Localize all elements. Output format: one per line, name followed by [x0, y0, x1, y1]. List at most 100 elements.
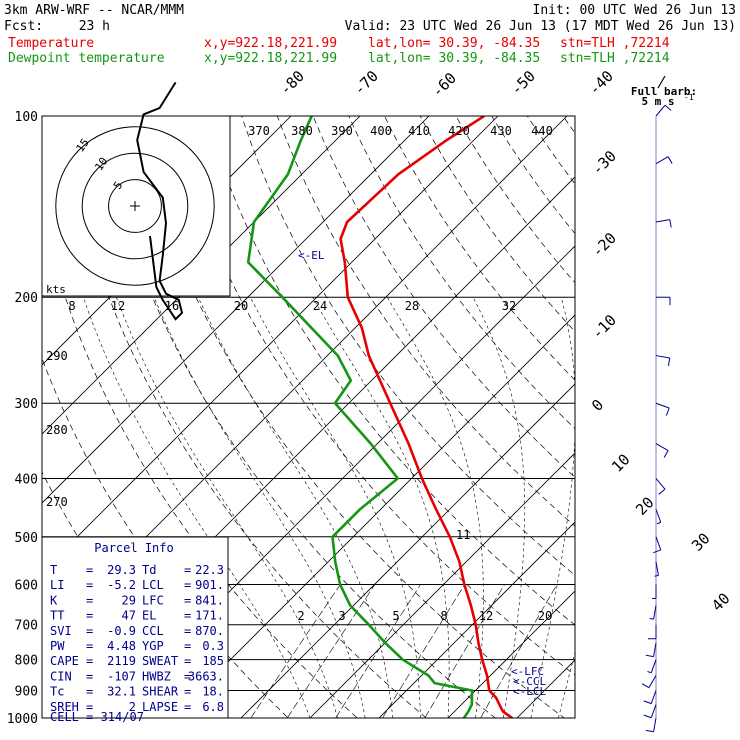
parcel-eq: =	[86, 563, 93, 577]
isotherm	[378, 521, 575, 718]
plot-border	[41, 115, 576, 719]
temperature-tick-label: -10	[588, 311, 620, 343]
wind-barb-flag	[647, 670, 652, 674]
mixing-ratio-label: 12	[111, 299, 125, 313]
parcel-label: SVI	[50, 624, 72, 638]
isotherm	[240, 383, 575, 718]
wind-barb-flag	[667, 156, 673, 164]
wind-barb-flag	[641, 683, 650, 689]
temperature-tick-label: -70	[350, 67, 382, 99]
wind-barb	[655, 561, 659, 576]
wind-barb	[655, 219, 670, 223]
temperature-tick-label: -40	[585, 67, 617, 99]
wind-barb-flag	[667, 357, 671, 366]
dewpoint-station: stn=TLH ,72214	[560, 51, 670, 66]
dry-adiabat	[384, 116, 575, 381]
parcel-label: LI	[50, 578, 64, 592]
wind-barb	[655, 156, 669, 165]
temperature-tick-label: 30	[688, 529, 714, 555]
parcel-label: SHEAR	[142, 685, 179, 699]
mixing-ratio-label: 28	[405, 299, 419, 313]
parcel-value: 870.	[195, 624, 224, 638]
dewpoint-legend-label: Dewpoint temperature	[8, 51, 165, 66]
parcel-label: CAPE	[50, 654, 79, 668]
parcel-label: CIN	[50, 669, 72, 683]
isotherm	[642, 88, 740, 730]
isotherm	[42, 116, 499, 573]
mixing-ratio-line	[250, 584, 341, 718]
temperature-station: stn=TLH ,72214	[560, 36, 670, 51]
parcel-value: 2	[129, 700, 136, 714]
forecast-hour: 23 h	[79, 19, 110, 34]
hodograph-ring	[81, 152, 189, 260]
mixing-ratio-label-lower: 2	[297, 609, 304, 623]
el-marker: <-EL	[298, 249, 325, 262]
lfc-marker: <-LFC	[511, 665, 544, 678]
dewpoint-latlon: lat,lon= 30.39, -84.35	[368, 51, 540, 66]
parcel-label: LFC	[142, 593, 164, 607]
lcl-marker: <-LCL	[513, 685, 546, 698]
wind-barb-flag	[656, 521, 661, 525]
wind-barbs	[641, 104, 673, 733]
wind-barb	[650, 704, 657, 718]
dry-adiabat	[599, 116, 740, 731]
parcel-cell: CELL = 314/07	[50, 710, 144, 724]
parcel-eq: =	[86, 639, 93, 653]
isotherm	[171, 314, 575, 718]
parcel-label: T	[50, 563, 57, 577]
valid-time: Valid: 23 UTC Wed 26 Jun 13 (17 MDT Wed …	[345, 19, 736, 34]
pressure-label: 400	[15, 472, 38, 487]
theta-label: 390	[331, 124, 353, 138]
dry-adiabat	[169, 116, 575, 676]
wind-barb-flag	[653, 549, 661, 554]
plot-area	[41, 88, 740, 731]
parcel-eq: =	[86, 654, 93, 668]
wind-barb-flag	[643, 714, 652, 719]
parcel-eq: =	[184, 609, 191, 623]
dewpoint-profile	[246, 116, 474, 718]
wind-barb-flag	[649, 617, 654, 620]
dry-adiabat	[670, 116, 740, 731]
parcel-eq: =	[86, 700, 93, 714]
dry-adiabat	[62, 116, 427, 718]
barb-legend-unit: -1	[684, 93, 694, 102]
dewpoint-xy: x,y=922.18,221.99	[204, 51, 337, 66]
mixing-ratio-label-lower: 3	[338, 609, 345, 623]
wind-barb	[653, 642, 657, 657]
mixing-ratio-label-lower: 20	[538, 609, 552, 623]
dry-adiabat	[455, 116, 575, 284]
parcel-info-title: Parcel Info	[94, 541, 173, 555]
mixing-ratio-label: 8	[68, 299, 75, 313]
parcel-label: HWBZ	[142, 669, 171, 683]
mixing-ratio-label: 20	[234, 299, 248, 313]
model-title: 3km ARW-WRF -- NCAR/MMM	[4, 3, 184, 18]
parcel-label: EL	[142, 609, 156, 623]
barb-legend-value: 5 m s	[641, 95, 674, 108]
hodograph-ring-label: 15	[74, 136, 92, 154]
dry-adiabat	[312, 116, 575, 478]
parcel-label: SREH	[50, 700, 79, 714]
parcel-eq: =	[184, 654, 191, 668]
wind-barb-flag	[654, 574, 659, 577]
dry-adiabat	[419, 116, 575, 333]
temperature-tick-label: -30	[588, 147, 620, 179]
moist-adiabat	[312, 297, 450, 718]
moist-adiabat	[558, 650, 575, 718]
parcel-value: 3663.	[188, 669, 224, 683]
hodograph-ring	[108, 179, 162, 233]
mixing-ratio-label-lower: 12	[479, 609, 493, 623]
isotherm	[309, 452, 575, 718]
temperature-latlon: lat,lon= 30.39, -84.35	[368, 36, 540, 51]
mixing-ratio-label: 24	[313, 299, 327, 313]
wind-barb	[650, 659, 657, 673]
isotherm	[42, 116, 430, 504]
parcel-value: 29.3	[107, 563, 136, 577]
dry-adiabat	[276, 116, 575, 527]
temperature-tick-label: 0	[588, 396, 607, 415]
parcel-label: PW	[50, 639, 65, 653]
hodograph-units: kts	[46, 283, 66, 296]
parcel-eq: =	[184, 700, 191, 714]
parcel-value: 841.	[195, 593, 224, 607]
dry-adiabat	[527, 116, 575, 185]
